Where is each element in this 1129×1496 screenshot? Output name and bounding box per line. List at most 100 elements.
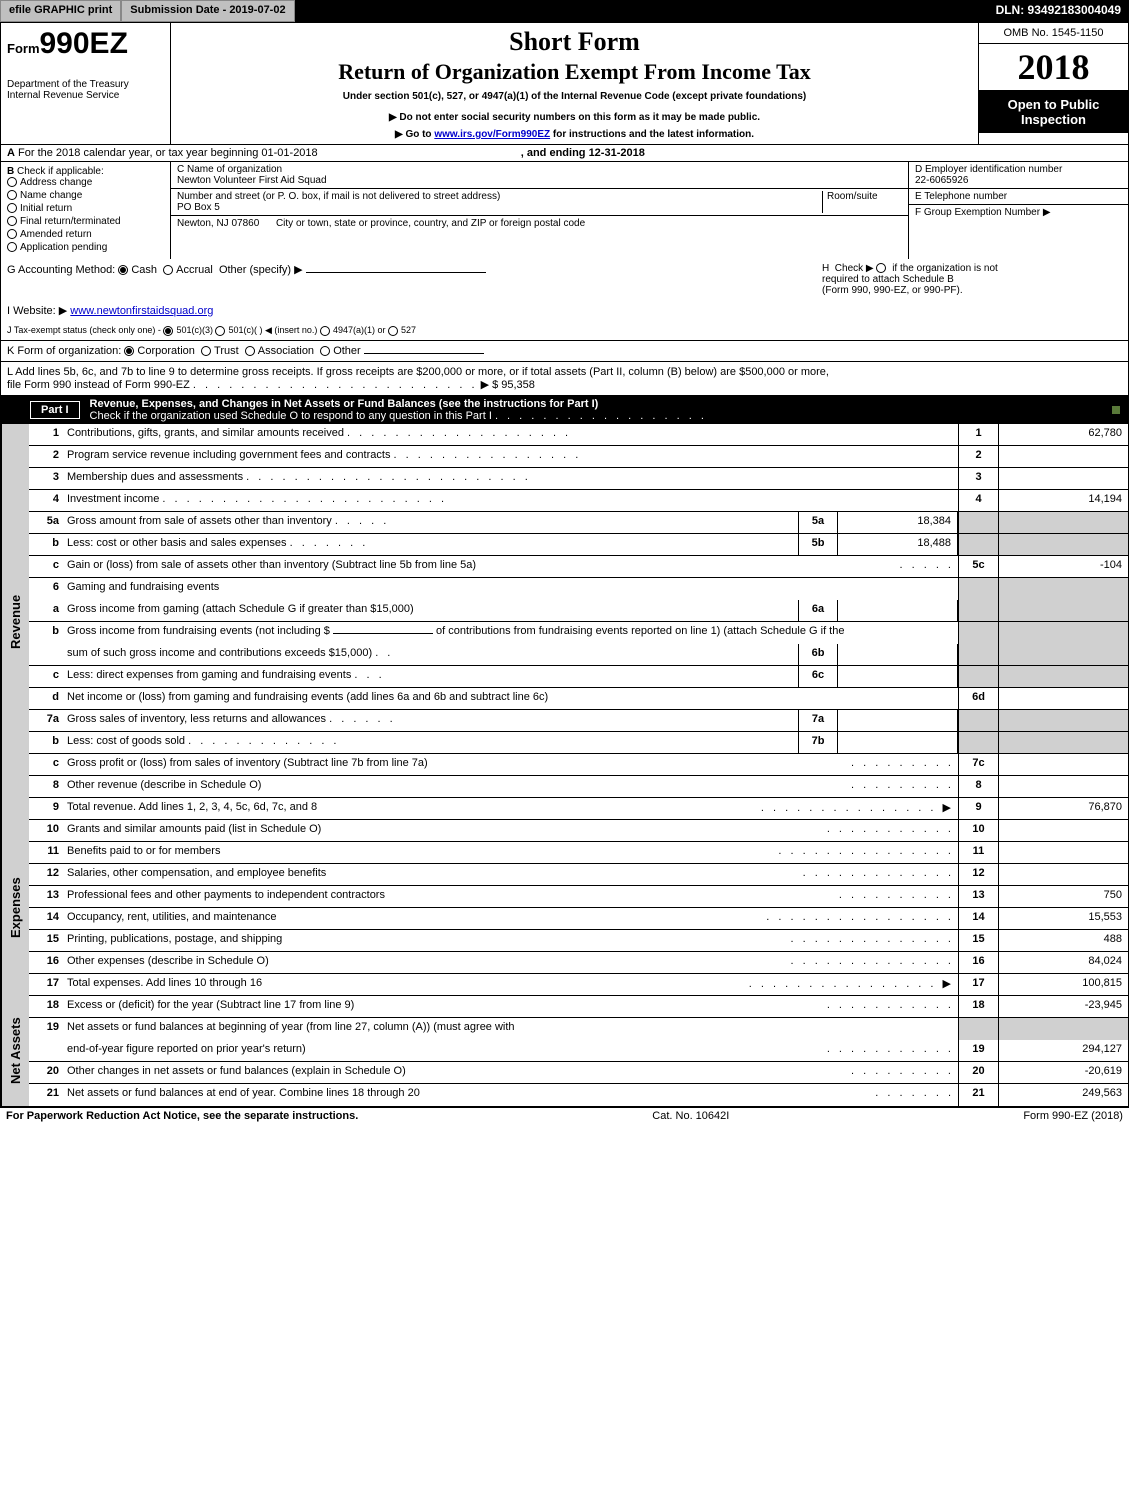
line-4: 4 Investment income . . . . . . . . . . … bbox=[29, 490, 1128, 512]
line-20: 20 Other changes in net assets or fund b… bbox=[29, 1062, 1128, 1084]
j-501c-radio[interactable] bbox=[215, 326, 225, 336]
col-b: B Check if applicable: Address change Na… bbox=[1, 162, 171, 259]
opt-application-pending[interactable]: Application pending bbox=[7, 242, 164, 253]
row-l: L Add lines 5b, 6c, and 7b to line 9 to … bbox=[0, 362, 1129, 396]
col-c: C Name of organization Newton Volunteer … bbox=[171, 162, 908, 259]
g-text: Accounting Method: bbox=[18, 264, 115, 276]
room-suite: Room/suite bbox=[822, 191, 902, 213]
c-addr-row: Number and street (or P. O. box, if mail… bbox=[171, 189, 908, 216]
k-other-radio[interactable] bbox=[320, 346, 330, 356]
dept-line1: Department of the Treasury bbox=[7, 79, 164, 90]
short-form-title: Short Form bbox=[181, 27, 968, 57]
line-10: 10 Grants and similar amounts paid (list… bbox=[29, 820, 1128, 842]
d-row: D Employer identification number 22-6065… bbox=[909, 162, 1128, 189]
row-j: J Tax-exempt status (check only one) - 5… bbox=[0, 321, 1129, 340]
b-label: B bbox=[7, 166, 14, 177]
part1-title: Revenue, Expenses, and Changes in Net As… bbox=[80, 398, 1111, 422]
a-ending: , and ending 12-31-2018 bbox=[521, 147, 645, 159]
opt-address-change[interactable]: Address change bbox=[7, 177, 164, 188]
l-text1: Add lines 5b, 6c, and 7b to line 9 to de… bbox=[15, 366, 829, 378]
j-4947-radio[interactable] bbox=[320, 326, 330, 336]
expenses-side-label: Expenses bbox=[1, 820, 29, 996]
line-12: 12 Salaries, other compensation, and emp… bbox=[29, 864, 1128, 886]
j-opt0: 501(c)(3) bbox=[176, 325, 213, 335]
open-line2: Inspection bbox=[981, 112, 1126, 127]
revenue-section: Revenue 1 Contributions, gifts, grants, … bbox=[0, 424, 1129, 820]
line-6b-2: sum of such gross income and contributio… bbox=[29, 644, 1128, 666]
org-name: Newton Volunteer First Aid Squad bbox=[177, 175, 327, 186]
revenue-body: 1 Contributions, gifts, grants, and simi… bbox=[29, 424, 1128, 820]
k-opt1: Trust bbox=[214, 345, 239, 357]
footer-right: Form 990-EZ (2018) bbox=[1023, 1110, 1123, 1122]
l-label: L bbox=[7, 366, 13, 378]
k-assoc-radio[interactable] bbox=[245, 346, 255, 356]
c-name-label: Name of organization bbox=[187, 164, 282, 175]
line-18: 18 Excess or (deficit) for the year (Sub… bbox=[29, 996, 1128, 1018]
a-label: A bbox=[7, 147, 15, 159]
part1-checkbox[interactable] bbox=[1111, 404, 1129, 416]
dept-treasury: Department of the Treasury Internal Reve… bbox=[7, 79, 164, 101]
k-corp-radio[interactable] bbox=[124, 346, 134, 356]
line-15: 15 Printing, publications, postage, and … bbox=[29, 930, 1128, 952]
netassets-side-label: Net Assets bbox=[1, 996, 29, 1106]
line-19-1: 19 Net assets or fund balances at beginn… bbox=[29, 1018, 1128, 1040]
j-527-radio[interactable] bbox=[388, 326, 398, 336]
line-6d: d Net income or (loss) from gaming and f… bbox=[29, 688, 1128, 710]
website-link[interactable]: www.newtonfirstaidsquad.org bbox=[70, 305, 213, 317]
j-opt1: 501(c)( ) ◀ (insert no.) bbox=[228, 325, 317, 335]
header-center: Short Form Return of Organization Exempt… bbox=[171, 23, 978, 144]
row-i: I Website: ▶ www.newtonfirstaidsquad.org bbox=[0, 300, 1129, 321]
row-g-h: G Accounting Method: Cash Accrual Other … bbox=[0, 259, 1129, 300]
line-5c: c Gain or (loss) from sale of assets oth… bbox=[29, 556, 1128, 578]
c-city-row: Newton, NJ 07860 City or town, state or … bbox=[171, 216, 908, 259]
line-7b: b Less: cost of goods sold . . . . . . .… bbox=[29, 732, 1128, 754]
dept-line2: Internal Revenue Service bbox=[7, 90, 164, 101]
line-6: 6 Gaming and fundraising events bbox=[29, 578, 1128, 600]
l-text2: file Form 990 instead of Form 990-EZ bbox=[7, 379, 190, 391]
goto-pre: ▶ Go to bbox=[395, 129, 434, 140]
org-city: Newton, NJ 07860 bbox=[177, 218, 259, 229]
h-section: H Check ▶ if the organization is not req… bbox=[822, 263, 1122, 296]
h-not: not bbox=[984, 263, 998, 274]
form-header: Form990EZ Department of the Treasury Int… bbox=[0, 22, 1129, 145]
j-501c3-radio[interactable] bbox=[163, 326, 173, 336]
line-11: 11 Benefits paid to or for members . . .… bbox=[29, 842, 1128, 864]
efile-print-button[interactable]: efile GRAPHIC print bbox=[0, 0, 121, 22]
expenses-body: 10 Grants and similar amounts paid (list… bbox=[29, 820, 1128, 996]
line-9: 9 Total revenue. Add lines 1, 2, 3, 4, 5… bbox=[29, 798, 1128, 820]
opt-final-return[interactable]: Final return/terminated bbox=[7, 216, 164, 227]
k-opt2: Association bbox=[258, 345, 314, 357]
k-trust-radio[interactable] bbox=[201, 346, 211, 356]
g-cash: Cash bbox=[131, 264, 157, 276]
expenses-section: Expenses 10 Grants and similar amounts p… bbox=[0, 820, 1129, 996]
h-text3: required to attach Schedule B bbox=[822, 274, 954, 285]
d-label: D Employer identification number bbox=[915, 164, 1062, 175]
c-city-label: City or town, state or province, country… bbox=[276, 218, 585, 229]
footer-mid: Cat. No. 10642I bbox=[652, 1110, 729, 1122]
open-to-public: Open to Public Inspection bbox=[979, 91, 1128, 133]
c-label: C bbox=[177, 164, 184, 175]
line-7a: 7a Gross sales of inventory, less return… bbox=[29, 710, 1128, 732]
opt-amended-return[interactable]: Amended return bbox=[7, 229, 164, 240]
g-cash-radio[interactable] bbox=[118, 265, 128, 275]
line-14: 14 Occupancy, rent, utilities, and maint… bbox=[29, 908, 1128, 930]
irs-link[interactable]: www.irs.gov/Form990EZ bbox=[434, 129, 550, 140]
g-accrual: Accrual bbox=[176, 264, 213, 276]
org-addr: PO Box 5 bbox=[177, 202, 220, 213]
line-1: 1 Contributions, gifts, grants, and simi… bbox=[29, 424, 1128, 446]
f-label: F Group Exemption Number bbox=[915, 207, 1040, 218]
topbar: efile GRAPHIC print Submission Date - 20… bbox=[0, 0, 1129, 22]
opt-initial-return[interactable]: Initial return bbox=[7, 203, 164, 214]
i-label: I Website: ▶ bbox=[7, 305, 67, 317]
opt-name-change[interactable]: Name change bbox=[7, 190, 164, 201]
line-6c: c Less: direct expenses from gaming and … bbox=[29, 666, 1128, 688]
h-check[interactable] bbox=[876, 263, 886, 273]
col-d-e-f: D Employer identification number 22-6065… bbox=[908, 162, 1128, 259]
g-section: G Accounting Method: Cash Accrual Other … bbox=[7, 263, 822, 296]
row-a: A For the 2018 calendar year, or tax yea… bbox=[0, 145, 1129, 162]
line-6a: a Gross income from gaming (attach Sched… bbox=[29, 600, 1128, 622]
line-7c: c Gross profit or (loss) from sales of i… bbox=[29, 754, 1128, 776]
c-addr-label: Number and street (or P. O. box, if mail… bbox=[177, 191, 500, 202]
part1-header: Part I Revenue, Expenses, and Changes in… bbox=[0, 396, 1129, 424]
g-accrual-radio[interactable] bbox=[163, 265, 173, 275]
